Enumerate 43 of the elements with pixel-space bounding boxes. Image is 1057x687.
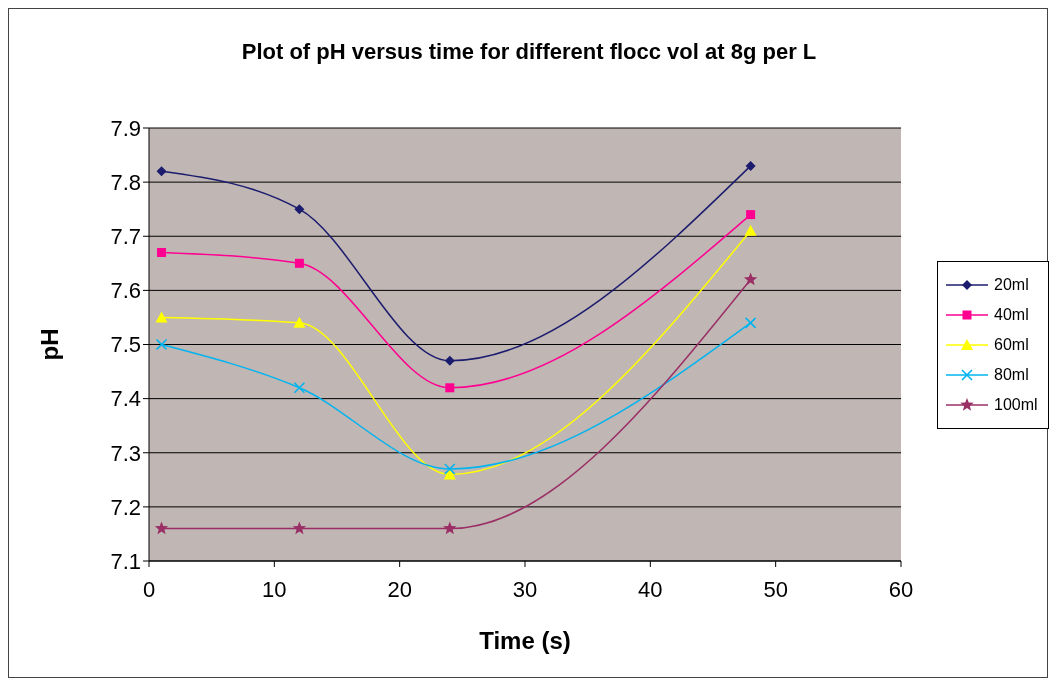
point [155, 311, 168, 323]
point [293, 316, 306, 328]
y-axis-title: pH [35, 328, 63, 361]
point [744, 317, 757, 329]
point [745, 160, 756, 171]
legend-label: 80ml [994, 366, 1029, 384]
y-tick-label: 7.5 [110, 332, 141, 358]
x-tick-label: 40 [638, 576, 663, 602]
point [444, 355, 455, 366]
x-axis-title: Time (s) [479, 627, 571, 654]
y-tick-label: 7.2 [110, 494, 141, 520]
y-tick-label: 7.9 [110, 115, 141, 141]
point [445, 383, 455, 393]
point [294, 258, 304, 268]
y-tick-label: 7.1 [110, 548, 141, 574]
point [292, 521, 307, 535]
point [294, 204, 305, 215]
point [443, 521, 457, 535]
x-tick-label: 30 [512, 576, 538, 602]
point [156, 166, 167, 177]
point [746, 210, 756, 220]
x-tick-label: 20 [387, 576, 412, 602]
point [155, 338, 168, 351]
x-tick-label: 60 [888, 576, 914, 602]
point [157, 247, 167, 257]
point [444, 463, 456, 475]
legend-label: 20ml [994, 276, 1029, 294]
y-tick-label: 7.6 [110, 278, 141, 304]
chart-title: Plot of pH versus time for different flocc vol at 8g per L [240, 39, 818, 65]
y-tick-label: 7.8 [110, 169, 141, 195]
x-tick-label: 0 [142, 576, 156, 602]
point [744, 224, 757, 236]
x-tick-label: 10 [262, 576, 287, 602]
legend-label: 60ml [994, 336, 1029, 354]
legend-label: 40ml [994, 306, 1029, 324]
legend-label: 100ml [994, 396, 1038, 414]
y-tick-label: 7.4 [110, 386, 141, 412]
point [743, 272, 758, 286]
x-tick-label: 50 [763, 576, 788, 602]
point [154, 521, 169, 535]
point [293, 382, 306, 394]
y-tick-label: 7.7 [110, 224, 141, 250]
y-tick-label: 7.3 [110, 440, 141, 466]
